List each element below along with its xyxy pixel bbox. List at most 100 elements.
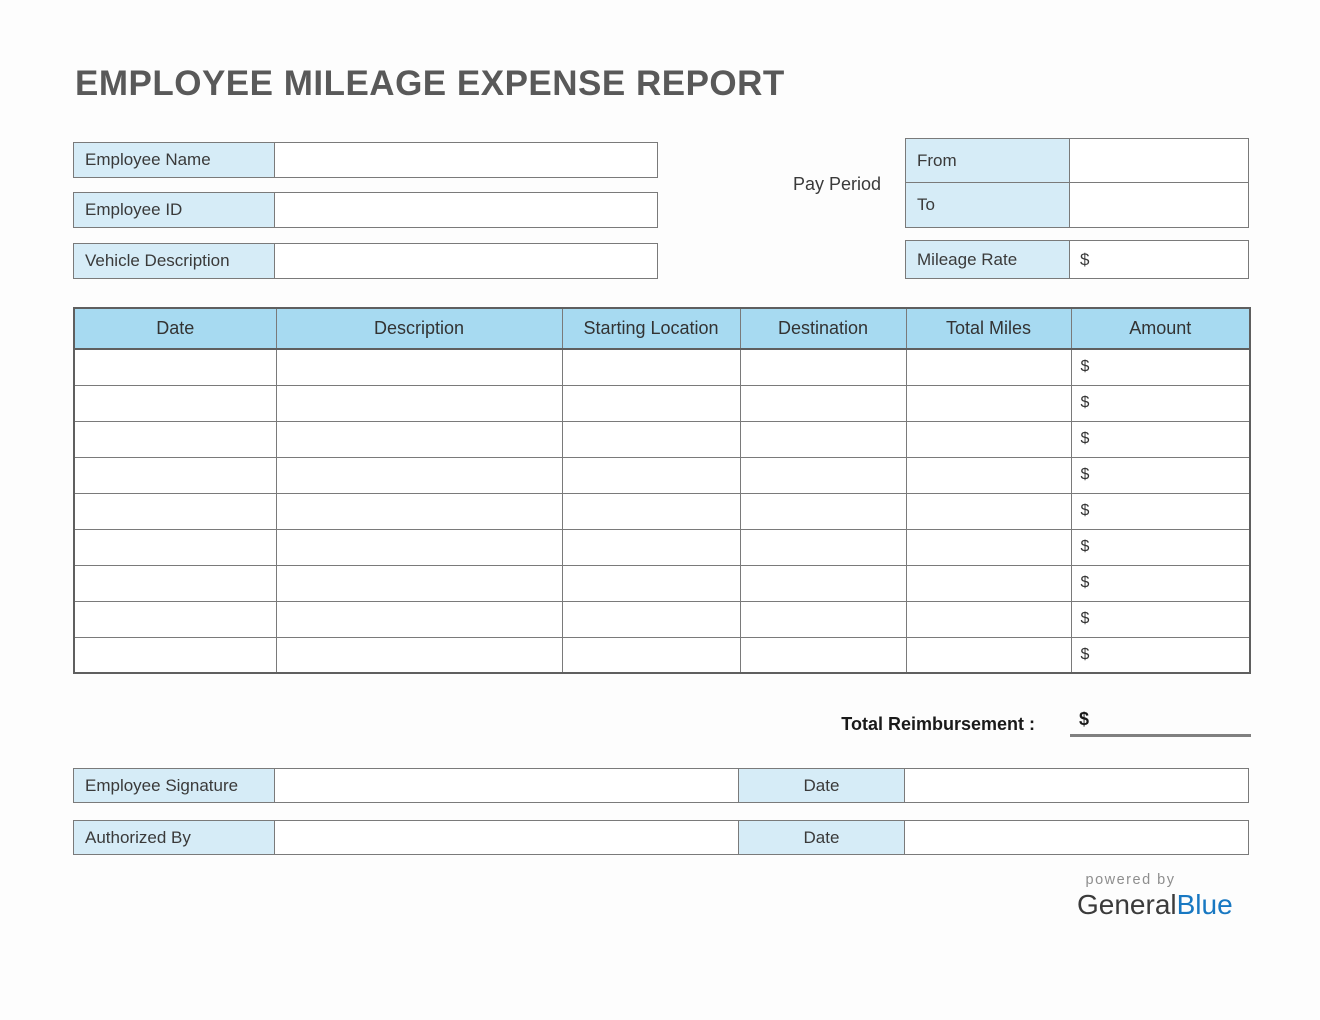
- date-cell[interactable]: [73, 456, 277, 494]
- mileage-rate-input[interactable]: $: [1070, 240, 1249, 279]
- col-header-amount: Amount: [1070, 307, 1251, 350]
- authorized-date-label: Date: [739, 820, 905, 855]
- amount-cell[interactable]: $: [1070, 528, 1251, 566]
- date-cell[interactable]: [73, 636, 277, 674]
- total-miles-cell[interactable]: [905, 528, 1072, 566]
- description-cell[interactable]: [275, 528, 563, 566]
- description-cell[interactable]: [275, 564, 563, 602]
- total-miles-cell[interactable]: [905, 348, 1072, 386]
- total-miles-cell[interactable]: [905, 600, 1072, 638]
- description-cell[interactable]: [275, 456, 563, 494]
- pay-period-from-input[interactable]: [1070, 138, 1249, 183]
- destination-cell[interactable]: [739, 456, 907, 494]
- total-miles-cell[interactable]: [905, 420, 1072, 458]
- total-reimbursement-input[interactable]: $: [1070, 709, 1251, 737]
- starting-location-cell[interactable]: [561, 348, 741, 386]
- employee-id-label: Employee ID: [73, 192, 275, 228]
- brand-general-text: General: [1077, 889, 1177, 920]
- description-cell[interactable]: [275, 600, 563, 638]
- destination-cell[interactable]: [739, 600, 907, 638]
- employee-id-input[interactable]: [275, 192, 658, 228]
- pay-period-to-label: To: [905, 183, 1070, 228]
- pay-period-to-input[interactable]: [1070, 183, 1249, 228]
- amount-cell[interactable]: $: [1070, 492, 1251, 530]
- pay-period-from-label: From: [905, 138, 1070, 183]
- amount-cell[interactable]: $: [1070, 564, 1251, 602]
- employee-name-input[interactable]: [275, 142, 658, 178]
- pay-period-block: From To: [905, 138, 1249, 228]
- description-cell[interactable]: [275, 348, 563, 386]
- amount-cell[interactable]: $: [1070, 420, 1251, 458]
- total-miles-cell[interactable]: [905, 492, 1072, 530]
- employee-signature-row: Employee Signature Date: [73, 768, 1249, 803]
- dollar-prefix: $: [1080, 249, 1090, 269]
- date-cell[interactable]: [73, 348, 277, 386]
- amount-cell[interactable]: $: [1070, 348, 1251, 386]
- table-row: $: [73, 492, 1251, 530]
- col-header-destination: Destination: [739, 307, 907, 350]
- date-cell[interactable]: [73, 420, 277, 458]
- mileage-rate-row: Mileage Rate $: [905, 240, 1249, 279]
- pay-period-to-row: To: [905, 183, 1249, 228]
- total-miles-cell[interactable]: [905, 384, 1072, 422]
- pay-period-label: Pay Period: [793, 174, 882, 194]
- destination-cell[interactable]: [739, 348, 907, 386]
- amount-cell[interactable]: $: [1070, 600, 1251, 638]
- general-blue-logo: powered by GeneralBlue: [1077, 872, 1233, 922]
- expense-table-header-row: Date Description Starting Location Desti…: [73, 307, 1251, 350]
- date-cell[interactable]: [73, 600, 277, 638]
- total-miles-cell[interactable]: [905, 564, 1072, 602]
- total-miles-cell[interactable]: [905, 636, 1072, 674]
- destination-cell[interactable]: [739, 528, 907, 566]
- description-cell[interactable]: [275, 420, 563, 458]
- expense-table: Date Description Starting Location Desti…: [73, 307, 1251, 674]
- date-cell[interactable]: [73, 492, 277, 530]
- starting-location-cell[interactable]: [561, 456, 741, 494]
- amount-cell[interactable]: $: [1070, 636, 1251, 674]
- destination-cell[interactable]: [739, 564, 907, 602]
- date-cell[interactable]: [73, 564, 277, 602]
- date-cell[interactable]: [73, 384, 277, 422]
- table-row: $: [73, 528, 1251, 566]
- employee-signature-input[interactable]: [275, 768, 739, 803]
- vehicle-description-input[interactable]: [275, 243, 658, 279]
- description-cell[interactable]: [275, 492, 563, 530]
- starting-location-cell[interactable]: [561, 600, 741, 638]
- table-row: $: [73, 420, 1251, 458]
- amount-cell[interactable]: $: [1070, 456, 1251, 494]
- table-row: $: [73, 564, 1251, 602]
- starting-location-cell[interactable]: [561, 528, 741, 566]
- table-row: $: [73, 636, 1251, 674]
- authorized-by-label: Authorized By: [73, 820, 275, 855]
- starting-location-cell[interactable]: [561, 420, 741, 458]
- authorized-date-input[interactable]: [905, 820, 1249, 855]
- destination-cell[interactable]: [739, 420, 907, 458]
- signature-date-label: Date: [739, 768, 905, 803]
- amount-cell[interactable]: $: [1070, 384, 1251, 422]
- description-cell[interactable]: [275, 636, 563, 674]
- table-row: $: [73, 348, 1251, 386]
- employee-signature-label: Employee Signature: [73, 768, 275, 803]
- brand-name: GeneralBlue: [1077, 888, 1233, 922]
- destination-cell[interactable]: [739, 384, 907, 422]
- date-cell[interactable]: [73, 528, 277, 566]
- starting-location-cell[interactable]: [561, 636, 741, 674]
- brand-blue-text: Blue: [1176, 889, 1233, 920]
- starting-location-cell[interactable]: [561, 564, 741, 602]
- dollar-prefix: $: [1079, 709, 1090, 729]
- total-miles-cell[interactable]: [905, 456, 1072, 494]
- col-header-date: Date: [73, 307, 277, 350]
- table-row: $: [73, 384, 1251, 422]
- starting-location-cell[interactable]: [561, 492, 741, 530]
- col-header-description: Description: [275, 307, 563, 350]
- starting-location-cell[interactable]: [561, 384, 741, 422]
- authorized-by-input[interactable]: [275, 820, 739, 855]
- destination-cell[interactable]: [739, 636, 907, 674]
- pay-period-from-row: From: [905, 138, 1249, 183]
- authorized-by-row: Authorized By Date: [73, 820, 1249, 855]
- destination-cell[interactable]: [739, 492, 907, 530]
- col-header-total-miles: Total Miles: [905, 307, 1072, 350]
- signature-date-input[interactable]: [905, 768, 1249, 803]
- description-cell[interactable]: [275, 384, 563, 422]
